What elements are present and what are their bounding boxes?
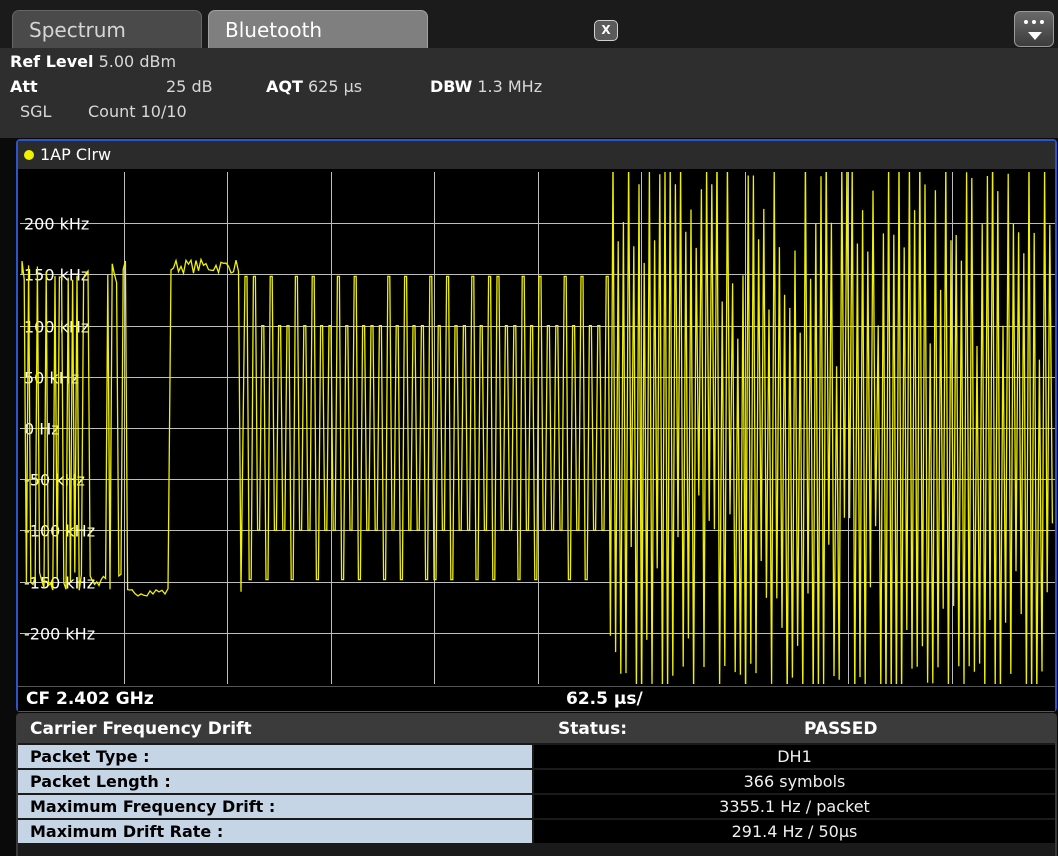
row-label: Packet Type :: [18, 745, 532, 768]
row-value: 291.4 Hz / 50µs: [534, 820, 1055, 843]
ref-level-label: Ref Level: [10, 52, 94, 71]
frequency-drift-diagram[interactable]: 1AP Clrw 200 kHz 150 kHz 100 kHz 50 kHz 0 Hz…: [16, 139, 1057, 712]
results-title-bar: Carrier Frequency Drift Status: PASSED: [18, 715, 1055, 743]
row-value: 3355.1 Hz / packet: [534, 795, 1055, 818]
results-title: Carrier Frequency Drift: [30, 719, 252, 739]
y-tick-label: 200 kHz: [24, 215, 89, 234]
aqt-value: 625 µs: [308, 77, 363, 96]
att-value: 25 dB: [166, 77, 213, 96]
diagram-footer: CF 2.402 GHz 62.5 µs/: [18, 686, 1055, 711]
y-tick-label: 100 kHz: [24, 318, 89, 337]
ref-level[interactable]: Ref Level 5.00 dBm: [10, 52, 176, 71]
trace-label-bar: 1AP Clrw: [18, 141, 1055, 169]
tab-spectrum[interactable]: Spectrum: [12, 10, 202, 48]
table-row: Packet Type : DH1: [18, 744, 1055, 769]
status-badge: PASSED: [804, 719, 878, 739]
overflow-menu-button[interactable]: [1014, 11, 1054, 47]
dbw-label: DBW: [430, 77, 473, 96]
table-row: Maximum Frequency Drift : 3355.1 Hz / pa…: [18, 794, 1055, 819]
measurement-settings-header: Ref Level 5.00 dBm Att 25 dB AQT 625 µs …: [0, 48, 1058, 138]
table-row: Maximum Drift Rate : 291.4 Hz / 50µs: [18, 819, 1055, 844]
tab-bluetooth-label: Bluetooth: [225, 18, 323, 42]
y-tick-label: 0 Hz: [24, 420, 60, 439]
y-tick-label: -100 kHz: [24, 522, 95, 541]
row-value: 366 symbols: [534, 770, 1055, 793]
trace-indicator-icon: [24, 150, 34, 160]
row-value: DH1: [534, 745, 1055, 768]
demod-bandwidth[interactable]: DBW 1.3 MHz: [430, 77, 542, 96]
sgl-label: SGL: [20, 102, 52, 121]
row-label: Maximum Frequency Drift :: [18, 795, 532, 818]
tab-bluetooth[interactable]: Bluetooth X: [208, 10, 618, 48]
count-value: Count 10/10: [88, 102, 187, 121]
time-per-division: 62.5 µs/: [566, 689, 643, 709]
attenuation[interactable]: Att: [10, 77, 38, 96]
att-label: Att: [10, 77, 38, 96]
results-table: Carrier Frequency Drift Status: PASSED P…: [16, 713, 1057, 856]
acquisition-time[interactable]: AQT 625 µs: [266, 77, 362, 96]
trace-line: [21, 172, 1054, 684]
dbw-value: 1.3 MHz: [477, 77, 543, 96]
dots-icon: [1024, 20, 1044, 28]
trace-label: 1AP Clrw: [40, 145, 112, 164]
table-row: Packet Length : 366 symbols: [18, 769, 1055, 794]
status-label: Status:: [558, 719, 627, 739]
aqt-label: AQT: [266, 77, 303, 96]
att-value-wrap[interactable]: 25 dB: [166, 77, 213, 96]
chevron-down-icon: [1028, 32, 1042, 40]
tab-spectrum-label: Spectrum: [29, 18, 126, 42]
row-label: Packet Length :: [18, 770, 532, 793]
y-tick-label: 150 kHz: [24, 266, 89, 285]
close-icon[interactable]: X: [594, 20, 618, 41]
row-label: Maximum Drift Rate :: [18, 820, 532, 843]
center-frequency: CF 2.402 GHz: [26, 689, 154, 709]
sweep-mode[interactable]: SGL: [20, 102, 51, 121]
sweep-count: Count 10/10: [88, 102, 187, 121]
y-tick-label: 50 kHz: [24, 369, 79, 388]
tab-bar: Spectrum Bluetooth X: [0, 0, 1058, 48]
y-tick-label: -200 kHz: [24, 625, 95, 644]
ref-level-value: 5.00 dBm: [98, 52, 177, 71]
